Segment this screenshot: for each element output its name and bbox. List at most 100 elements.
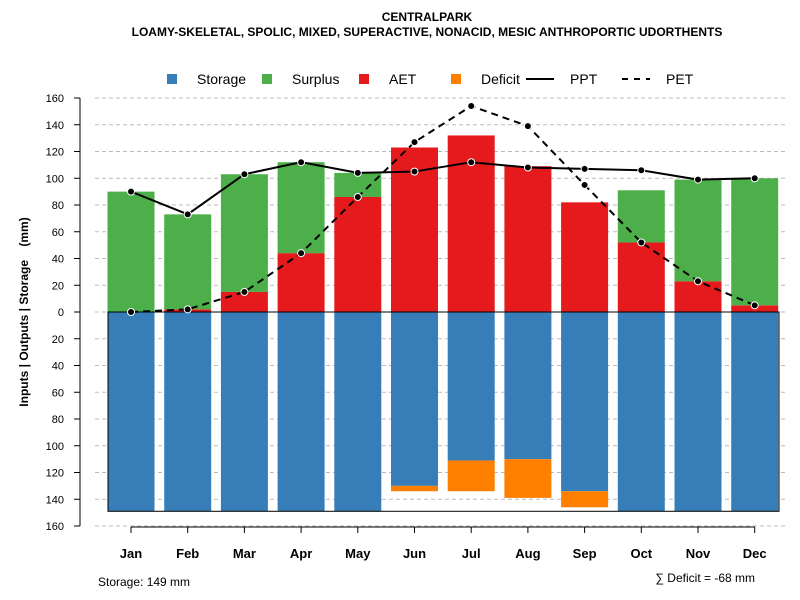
- y-tick-label: 100: [46, 441, 64, 453]
- storage-bar: [277, 312, 325, 512]
- storage-bar: [107, 312, 155, 512]
- y-tick-label: 160: [46, 93, 64, 105]
- ppt-point: [523, 163, 532, 172]
- surplus-bar: [334, 172, 382, 197]
- aet-bar: [277, 253, 325, 312]
- deficit-legend-swatch: [451, 74, 461, 84]
- chart-subtitle: LOAMY-SKELETAL, SPOLIC, MIXED, SUPERACTI…: [132, 25, 723, 39]
- legend-label: PPT: [570, 71, 598, 87]
- pet-point: [750, 301, 759, 310]
- ppt-point: [750, 174, 759, 183]
- storage-bar: [561, 312, 609, 492]
- pet-point: [240, 287, 249, 296]
- ppt-line: [130, 161, 755, 216]
- pet-point: [467, 102, 476, 111]
- ppt-point: [183, 210, 192, 219]
- legend-label: Deficit: [481, 71, 520, 87]
- pet-point: [410, 138, 419, 147]
- y-tick-label: 80: [52, 414, 64, 426]
- y-tick-label: 140: [46, 120, 64, 132]
- x-tick-label: Apr: [290, 546, 312, 561]
- surplus-bar: [220, 174, 268, 292]
- y-tick-label: 120: [46, 147, 64, 159]
- ppt-point: [297, 158, 306, 167]
- y-tick-label: 0: [58, 307, 64, 319]
- surplus-bar: [107, 191, 155, 312]
- ppt-point: [353, 168, 362, 177]
- deficit-bar: [561, 491, 609, 508]
- legend-label: AET: [389, 71, 417, 87]
- aet-bar: [674, 281, 722, 312]
- x-tick-label: Dec: [743, 546, 767, 561]
- ppt-point: [580, 164, 589, 173]
- pet-point: [694, 277, 702, 286]
- x-tick-label: Aug: [515, 546, 540, 561]
- ppt-point: [127, 187, 135, 196]
- storage-bar: [617, 312, 665, 512]
- storage-legend-swatch: [167, 74, 177, 84]
- ppt-point: [467, 158, 476, 167]
- surplus-bar: [617, 190, 665, 243]
- pet-point: [353, 192, 362, 201]
- y-tick-label: 40: [52, 361, 64, 373]
- pet-point: [523, 122, 532, 131]
- aet-bar: [504, 166, 552, 312]
- storage-bar: [220, 312, 268, 512]
- aet-legend-swatch: [359, 74, 369, 84]
- x-tick-label: Mar: [233, 546, 256, 561]
- y-tick-label: 60: [52, 387, 64, 399]
- storage-bar: [334, 312, 382, 512]
- y-tick-label: 20: [52, 334, 64, 346]
- surplus-bar: [674, 179, 722, 282]
- deficit-bar: [447, 460, 495, 492]
- aet-bar: [561, 202, 609, 312]
- y-tick-label: 100: [46, 173, 64, 185]
- y-tick-label: 160: [46, 521, 64, 533]
- y-tick-label: 20: [52, 280, 64, 292]
- surplus-legend-swatch: [262, 74, 272, 84]
- aet-bar: [220, 291, 268, 312]
- x-tick-label: Jun: [403, 546, 426, 561]
- y-tick-label: 60: [52, 227, 64, 239]
- x-tick-label: Sep: [573, 546, 597, 561]
- storage-bar: [674, 312, 722, 512]
- x-tick-label: Feb: [176, 546, 199, 561]
- surplus-bar: [731, 178, 779, 306]
- x-tick-label: Nov: [686, 546, 711, 561]
- y-tick-label: 40: [52, 254, 64, 266]
- surplus-bar: [277, 162, 325, 254]
- x-tick-label: Jul: [462, 546, 481, 561]
- storage-bar: [164, 312, 212, 512]
- storage-bar: [391, 312, 438, 486]
- aet-bar: [334, 196, 382, 312]
- legend-label: Surplus: [292, 71, 339, 87]
- pet-point: [637, 238, 646, 247]
- pet-point: [580, 180, 589, 189]
- y-axis-label: Inputs | Outputs | Storage (mm): [17, 217, 31, 406]
- legend-label: PET: [666, 71, 694, 87]
- storage-bar: [731, 312, 779, 512]
- pet-line: [130, 104, 756, 313]
- x-tick-label: Jan: [120, 546, 142, 561]
- storage-bar: [447, 312, 495, 461]
- ppt-point: [694, 175, 702, 184]
- surplus-bar: [164, 214, 212, 310]
- pet-point: [127, 308, 135, 316]
- deficit-bar: [391, 485, 438, 492]
- storage-bar: [504, 312, 552, 460]
- ppt-point: [240, 170, 249, 179]
- x-tick-label: Oct: [630, 546, 652, 561]
- y-tick-label: 140: [46, 494, 64, 506]
- x-tick-label: May: [345, 546, 371, 561]
- pet-point: [183, 305, 192, 314]
- chart-title: CENTRALPARK: [382, 10, 473, 24]
- deficit-bar: [504, 459, 552, 498]
- legend-label: Storage: [197, 71, 246, 87]
- y-tick-label: 80: [52, 200, 64, 212]
- storage-capacity-box: [107, 311, 780, 512]
- ppt-point: [410, 167, 419, 176]
- footer-deficit: ∑ Deficit = -68 mm: [655, 571, 755, 585]
- pet-point: [297, 249, 306, 258]
- y-tick-label: 120: [46, 468, 64, 480]
